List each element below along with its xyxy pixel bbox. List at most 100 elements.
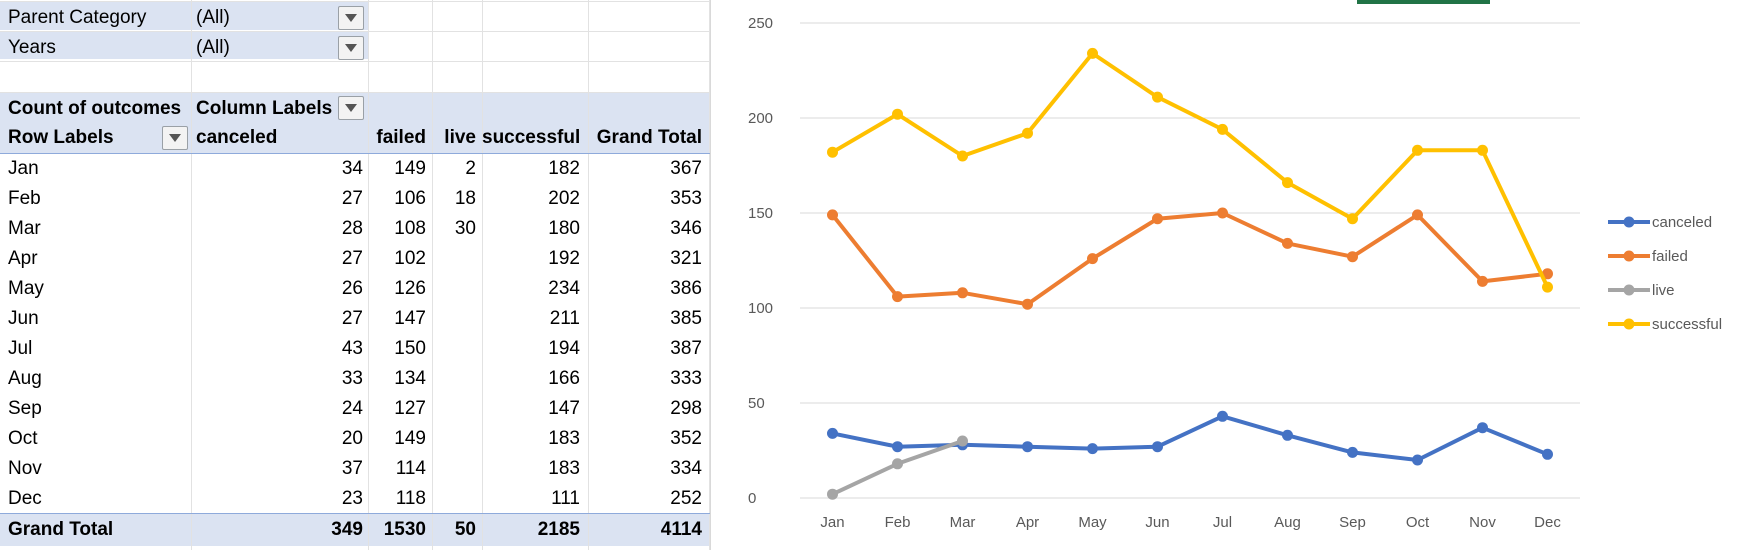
data-point-failed[interactable] [1152, 213, 1163, 225]
table-cell-canceled: 37 [341, 458, 363, 479]
data-point-failed[interactable] [1542, 268, 1553, 280]
data-point-successful[interactable] [1542, 281, 1553, 293]
outcomes-line-chart[interactable]: 0 50 100 150 200 250 Jan Feb Mar Apr May Jun Jul Aug S… [710, 0, 1754, 550]
legend-marker-live [1623, 284, 1635, 296]
data-point-successful[interactable] [1217, 123, 1228, 135]
data-point-failed[interactable] [1022, 298, 1033, 310]
legend-label-canceled[interactable]: canceled [1652, 214, 1712, 231]
data-point-successful[interactable] [1152, 91, 1163, 103]
x-tick-label: Mar [950, 514, 976, 531]
data-point-successful[interactable] [1412, 144, 1423, 156]
data-point-live[interactable] [892, 458, 903, 470]
filter-value-years[interactable]: (All) [196, 37, 230, 58]
grid-line [0, 31, 710, 32]
column-header-failed: failed [376, 127, 426, 148]
table-cell-canceled: 26 [341, 278, 363, 299]
row-label-jan: Jan [8, 158, 39, 179]
row-labels-header: Row Labels [8, 127, 114, 148]
grand-total-failed: 1530 [383, 519, 426, 540]
column-header-live: live [444, 127, 476, 148]
data-point-live[interactable] [827, 488, 838, 500]
filter-label-parent-category: Parent Category [8, 7, 147, 28]
table-cell-successful: 194 [548, 338, 580, 359]
parent-category-filter-button[interactable] [338, 6, 364, 30]
table-cell-live [432, 394, 476, 424]
data-point-canceled[interactable] [1152, 441, 1163, 453]
table-cell-total: 367 [670, 158, 702, 179]
data-point-failed[interactable] [1217, 207, 1228, 219]
data-point-successful[interactable] [1282, 177, 1293, 189]
table-cell-live [432, 454, 476, 484]
data-point-successful[interactable] [1347, 213, 1358, 225]
table-cell-canceled: 23 [341, 488, 363, 509]
table-cell-failed: 126 [394, 278, 426, 299]
x-tick-label: Feb [885, 514, 911, 531]
filter-value-parent-category[interactable]: (All) [196, 7, 230, 28]
grid-line [0, 1, 710, 2]
table-cell-failed: 106 [394, 188, 426, 209]
column-header-successful: successful [482, 127, 581, 148]
data-point-canceled[interactable] [1217, 410, 1228, 422]
data-point-failed[interactable] [1412, 209, 1423, 221]
data-point-successful[interactable] [1022, 127, 1033, 139]
data-point-failed[interactable] [1477, 275, 1488, 287]
grid-line [0, 92, 710, 93]
table-cell-successful: 111 [551, 488, 580, 509]
data-point-canceled[interactable] [1022, 441, 1033, 453]
data-point-failed[interactable] [1347, 251, 1358, 263]
total-separator [0, 513, 710, 514]
row-label-oct: Oct [8, 428, 38, 449]
data-point-successful[interactable] [827, 146, 838, 158]
data-point-canceled[interactable] [1087, 443, 1098, 455]
data-point-failed[interactable] [1087, 253, 1098, 265]
series-line-successful[interactable] [831, 51, 1550, 288]
series-line-failed[interactable] [830, 211, 1548, 307]
row-label-dec: Dec [8, 488, 42, 509]
table-cell-failed: 108 [394, 218, 426, 239]
legend-label-failed[interactable]: failed [1652, 248, 1688, 265]
table-cell-live [432, 424, 476, 454]
grand-total-total: 4114 [660, 519, 702, 540]
data-point-canceled[interactable] [1477, 422, 1488, 434]
dropdown-arrow-icon [345, 104, 357, 112]
data-point-successful[interactable] [957, 150, 968, 162]
data-point-successful[interactable] [1477, 144, 1488, 156]
data-point-canceled[interactable] [827, 427, 838, 439]
table-cell-canceled: 28 [341, 218, 363, 239]
table-cell-failed: 127 [394, 398, 426, 419]
data-point-successful[interactable] [892, 108, 903, 120]
data-point-failed[interactable] [957, 287, 968, 299]
legend-marker-failed [1623, 250, 1635, 262]
table-cell-total: 346 [670, 218, 702, 239]
data-point-failed[interactable] [1282, 237, 1293, 249]
table-cell-failed: 149 [394, 428, 426, 449]
table-cell-canceled: 27 [341, 248, 363, 269]
data-point-canceled[interactable] [892, 441, 903, 453]
data-point-failed[interactable] [892, 291, 903, 303]
x-tick-label: Dec [1534, 514, 1561, 531]
table-cell-failed: 102 [394, 248, 426, 269]
data-point-canceled[interactable] [1347, 446, 1358, 458]
column-labels-header: Column Labels [196, 98, 333, 119]
series-line-canceled[interactable] [832, 414, 1549, 462]
data-point-live[interactable] [957, 435, 968, 447]
dropdown-arrow-icon [169, 134, 181, 142]
table-cell-canceled: 24 [341, 398, 363, 419]
data-point-successful[interactable] [1087, 47, 1098, 59]
x-tick-label: Nov [1469, 514, 1496, 531]
column-labels-filter-button[interactable] [338, 96, 364, 120]
legend-label-successful[interactable]: successful [1652, 316, 1722, 333]
legend-label-live[interactable]: live [1652, 282, 1675, 299]
table-cell-live [432, 364, 476, 394]
row-labels-filter-button[interactable] [162, 126, 188, 150]
row-label-sep: Sep [8, 398, 42, 419]
data-point-canceled[interactable] [1282, 429, 1293, 441]
data-point-failed[interactable] [827, 209, 838, 221]
table-cell-total: 387 [670, 338, 702, 359]
data-point-canceled[interactable] [1412, 454, 1423, 466]
data-point-canceled[interactable] [1542, 448, 1553, 460]
grid-line [191, 0, 192, 550]
years-filter-button[interactable] [338, 36, 364, 60]
table-cell-canceled: 34 [341, 158, 363, 179]
table-cell-successful: 192 [548, 248, 580, 269]
